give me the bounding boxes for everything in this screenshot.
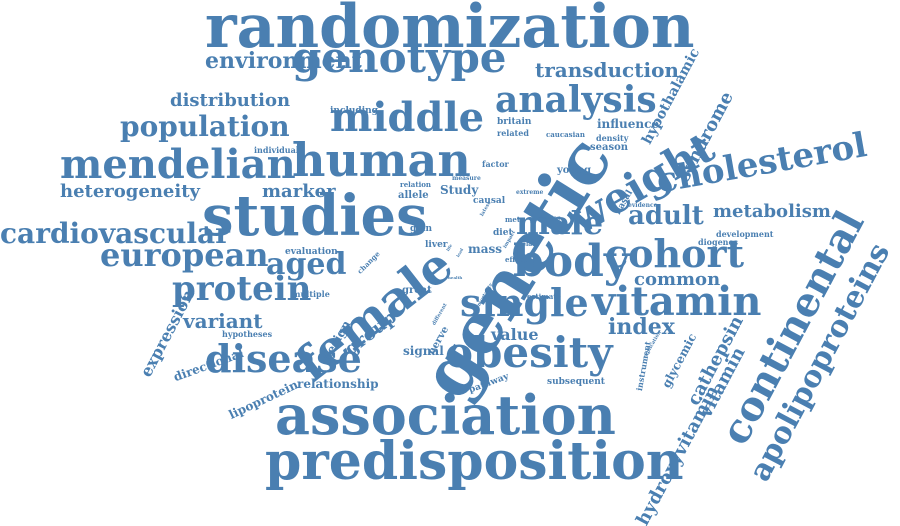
- word-analysis-4: analysis: [495, 79, 657, 121]
- word-health-64: health: [448, 275, 463, 280]
- word-evaluation-51: evaluation: [285, 247, 338, 257]
- word-related-12: related: [497, 128, 529, 138]
- word-development-44: development: [716, 229, 774, 239]
- word-allele-29: allele: [398, 190, 429, 201]
- word-liver-47: liver: [425, 240, 448, 250]
- word-association-95: association: [275, 383, 616, 447]
- word-extreme-31: extreme: [516, 189, 544, 196]
- word-season-20: season: [590, 142, 629, 153]
- word-index-73: index: [608, 314, 675, 340]
- word-measure-23: measure: [452, 175, 481, 182]
- word-great-69: great: [402, 285, 432, 296]
- word-causal-33: causal: [473, 196, 506, 206]
- word-evidence-35: evidence: [628, 202, 658, 209]
- word-randomization-0: randomization: [205, 0, 695, 62]
- word-caucasian-13: caucasian: [546, 130, 585, 139]
- word-transduction-3: transduction: [535, 58, 679, 82]
- word-effect-61: effect: [505, 255, 528, 264]
- word-lead-59: lead: [455, 247, 465, 258]
- word-predisposition-96: predisposition: [265, 431, 684, 492]
- word-disease-87: disease: [205, 336, 362, 381]
- word-environment-2: environment: [205, 48, 362, 74]
- word-middle-7: middle: [330, 94, 485, 141]
- word-study-30: Study: [440, 183, 479, 197]
- word-young-24: young: [557, 165, 592, 176]
- word-european-45: european: [100, 236, 269, 274]
- word-relationship-92: relationship: [297, 377, 379, 391]
- word-gain-41: gain: [410, 224, 433, 234]
- word-genotype-1: genotype: [292, 33, 507, 82]
- word-influence-11: influence: [597, 117, 660, 131]
- word-relate-48: relate: [519, 241, 539, 248]
- word-britain-10: britain: [497, 117, 532, 127]
- word-common-63: common: [634, 269, 721, 290]
- word-studies-32: studies: [202, 183, 428, 249]
- word-human-19: human: [292, 133, 471, 187]
- word-hypotheses-78: hypotheses: [222, 329, 273, 339]
- word-body-53: body: [513, 236, 630, 287]
- word-density-14: density: [596, 133, 629, 143]
- word-individual-15: individual: [254, 145, 299, 155]
- word-distribution-5: distribution: [170, 90, 291, 111]
- word-single-70: single: [460, 280, 589, 325]
- word-vitamin-66: vitamin: [592, 278, 762, 325]
- word-cohort-54: cohort: [605, 231, 745, 276]
- word-instrument-88: instrument: [634, 340, 653, 392]
- word-value-76: value: [491, 325, 539, 344]
- word-cardiovascular-37: cardiovascular: [0, 217, 230, 250]
- word-factor-22: factor: [482, 159, 509, 169]
- word-obesity-86: obesity: [445, 328, 613, 377]
- word-change-57: change: [355, 249, 382, 276]
- word-heterogeneity-26: heterogeneity: [60, 181, 200, 202]
- word-subsequent-90: subsequent: [547, 377, 605, 387]
- word-population-9: population: [120, 110, 290, 143]
- word-estimate-68: estimate: [527, 292, 561, 301]
- word-multiple-67: multiple: [292, 289, 330, 299]
- word-mass-60: mass: [468, 242, 502, 256]
- word-yielding-40: yielding: [538, 215, 561, 221]
- word-signal-82: signal: [403, 344, 444, 358]
- word-marker-27: marker: [262, 181, 336, 202]
- word-diogenes-55: diogenes: [698, 237, 739, 247]
- word-metabolism-36: metabolism: [713, 201, 831, 222]
- word-aged-56: aged: [266, 247, 347, 282]
- word-adult-39: adult: [628, 201, 704, 231]
- word-protein-65: protein: [172, 269, 312, 309]
- word-male-38: male: [516, 204, 604, 242]
- word-life-58: life: [445, 243, 454, 252]
- word-variant-71: variant: [183, 309, 263, 333]
- word-relation-28: relation: [400, 180, 431, 189]
- word-mendelian-18: mendelian: [60, 141, 296, 188]
- word-including-6: including: [330, 106, 378, 116]
- word-meta-42: meta: [505, 215, 525, 224]
- word-diet-46: diet: [493, 228, 513, 238]
